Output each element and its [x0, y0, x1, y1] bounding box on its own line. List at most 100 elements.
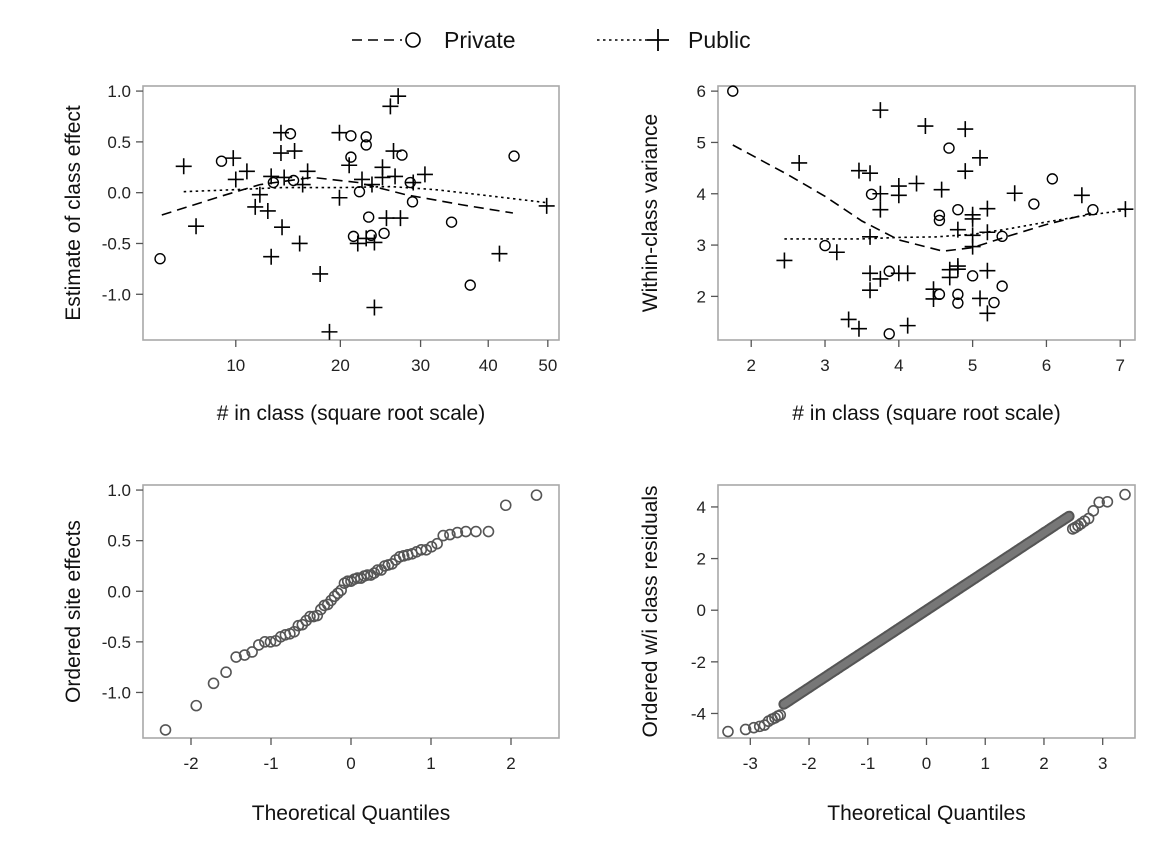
legend-entry-public: Public [597, 27, 751, 53]
y-tick-label: 2 [697, 550, 706, 569]
y-axis-title: Within-class variance [639, 114, 662, 312]
point-public [358, 230, 375, 247]
point-public [949, 261, 966, 278]
smooth-line-public [183, 185, 548, 204]
x-tick-label: 1 [980, 754, 989, 773]
panel-qq-residuals: -3 -2 -1 0 1 2 3 -4 -2 0 2 4 Theoretical Quantiles Or… [639, 484, 1136, 825]
qq-point [431, 537, 443, 550]
point-public [872, 102, 889, 119]
point-public [238, 163, 255, 180]
y-tick-label: 2 [697, 287, 706, 306]
x-tick-label: 40 [479, 356, 498, 375]
point-public [791, 154, 808, 171]
qq-point [748, 721, 760, 734]
point-public [1117, 201, 1134, 218]
point-public [957, 121, 974, 138]
point-public [491, 245, 508, 262]
qq-point [482, 525, 495, 538]
point-public [979, 224, 996, 241]
point-public [890, 187, 907, 204]
point-private [396, 149, 408, 161]
point-public [972, 290, 989, 307]
y-tick-label: 1.0 [107, 82, 131, 101]
point-public [972, 149, 989, 166]
point-private [267, 176, 280, 189]
point-private [883, 328, 895, 340]
point-public [341, 157, 358, 174]
point-private [727, 85, 739, 97]
point-public [349, 235, 366, 252]
x-tick-label: 7 [1116, 356, 1125, 375]
legend-public-label: Public [688, 27, 751, 53]
point-public [862, 165, 879, 182]
x-tick-label: 10 [226, 356, 245, 375]
qq-point [1087, 505, 1100, 517]
qq-point [332, 587, 344, 600]
point-private [996, 280, 1008, 292]
point-public [405, 174, 422, 191]
point-public [840, 311, 857, 328]
point-private [284, 128, 297, 140]
panel-within-class-variance: 2 3 4 5 6 7 2 3 4 5 6 # in class (square root scale… [639, 82, 1136, 425]
point-public [964, 227, 981, 244]
x-tick-label: 6 [1042, 356, 1051, 375]
point-public [263, 168, 280, 185]
point-public [382, 98, 399, 115]
qq-point [425, 540, 438, 553]
point-public [331, 124, 348, 141]
smooth-line-public [784, 209, 1126, 240]
point-public [366, 234, 383, 251]
point-public [276, 169, 293, 186]
qq-point [444, 528, 456, 541]
point-private [933, 288, 946, 301]
qq-point [1093, 496, 1105, 509]
qq-point [368, 567, 381, 579]
plot-frame [142, 484, 560, 739]
x-tick-label: 50 [538, 356, 557, 375]
x-tick-label: -1 [860, 754, 875, 773]
point-public [862, 282, 879, 299]
plot-frame [717, 85, 1136, 341]
point-public [941, 269, 958, 286]
point-public [933, 181, 950, 198]
x-tick-label: 2 [1039, 754, 1048, 773]
x-tick-label: 0 [346, 754, 355, 773]
x-axis-title: Theoretical Quantiles [827, 802, 1025, 825]
qq-point [753, 720, 766, 733]
legend-private-marker [405, 32, 421, 48]
point-public [225, 150, 242, 167]
qq-point [264, 636, 277, 648]
qq-point [499, 499, 512, 512]
qq-point [530, 489, 543, 501]
point-public [828, 244, 845, 261]
point-public [1073, 187, 1090, 204]
y-tick-label: 4 [697, 498, 706, 517]
point-private [943, 142, 955, 154]
point-private [1028, 198, 1040, 210]
point-public [392, 210, 409, 227]
y-axis-title: Ordered w/i class residuals [639, 485, 662, 737]
qq-point [296, 618, 309, 631]
point-private [353, 185, 366, 198]
point-public [291, 235, 308, 252]
y-axis-title: Estimate of class effect [62, 105, 85, 321]
y-tick-label: 0 [697, 601, 706, 620]
point-private [933, 214, 946, 227]
point-public [227, 171, 244, 188]
point-public [363, 176, 380, 193]
point-public [272, 145, 289, 162]
point-public [294, 176, 311, 193]
point-public [286, 143, 303, 160]
qq-point [451, 526, 464, 539]
point-public [850, 162, 867, 179]
qq-point [311, 609, 324, 622]
point-private [464, 279, 476, 291]
point-private [933, 209, 946, 222]
qq-point-band-core [780, 512, 1073, 708]
point-private [996, 230, 1008, 243]
qq-point [361, 569, 374, 581]
point-public [274, 219, 291, 236]
point-public [385, 143, 402, 160]
point-public [850, 320, 867, 337]
